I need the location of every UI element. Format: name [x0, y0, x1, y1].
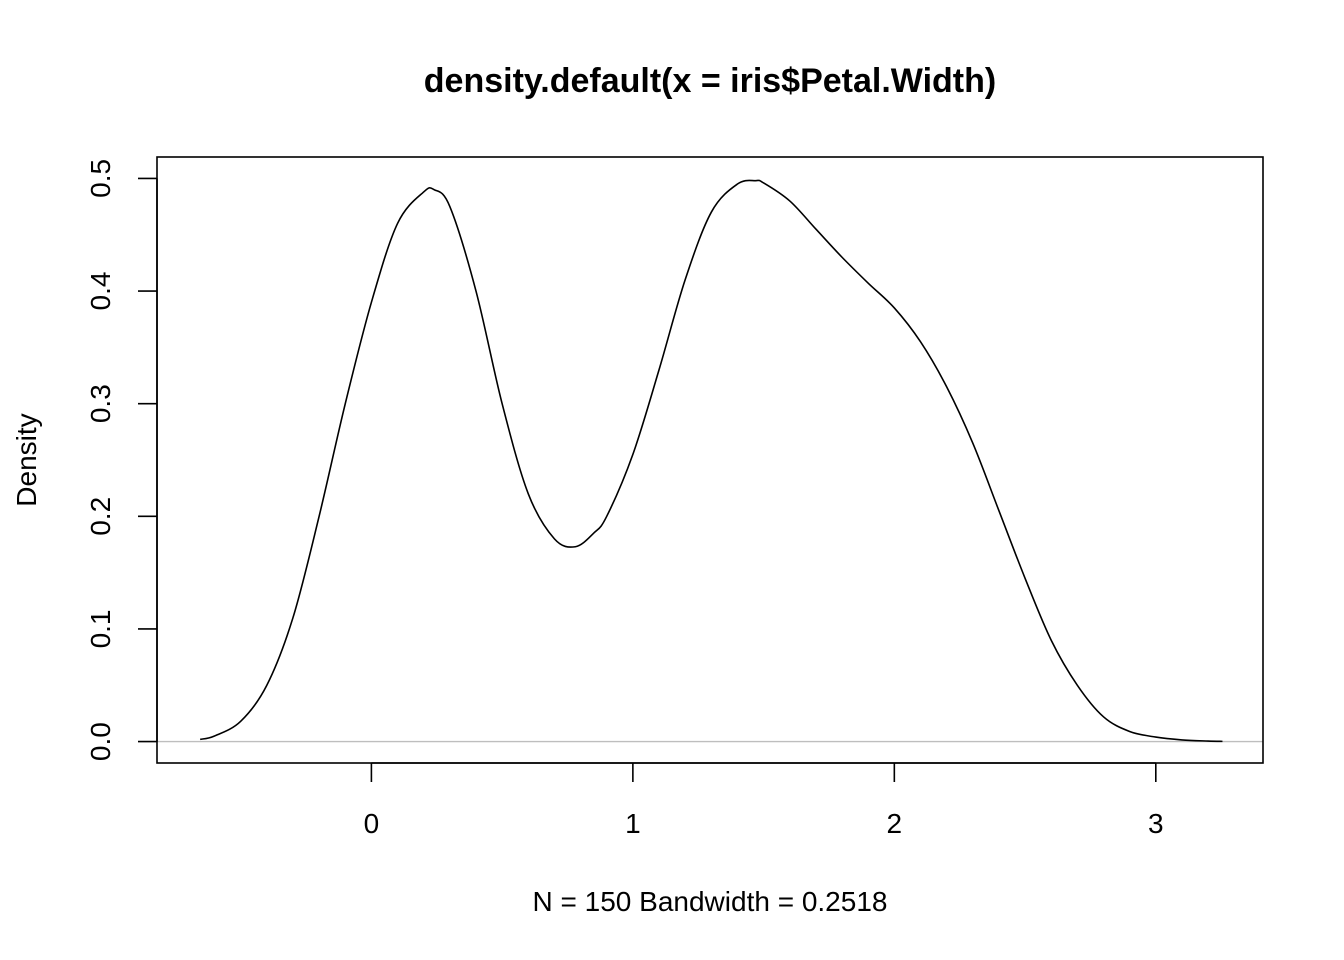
- y-axis-label: Density: [11, 413, 42, 506]
- y-tick-label: 0.0: [85, 722, 116, 761]
- plot-frame: [156, 156, 1264, 764]
- x-tick-label: 0: [364, 808, 380, 839]
- x-tick-label: 3: [1148, 808, 1164, 839]
- x-axis: 0 1 2 3: [364, 762, 1164, 839]
- x-axis-label: N = 150 Bandwidth = 0.2518: [533, 886, 888, 917]
- chart-title: density.default(x = iris$Petal.Width): [424, 62, 996, 100]
- y-tick-label: 0.4: [85, 272, 116, 311]
- y-tick-label: 0.5: [85, 159, 116, 198]
- y-tick-label: 0.1: [85, 609, 116, 648]
- y-tick-label: 0.2: [85, 497, 116, 536]
- y-axis: 0.0 0.1 0.2 0.3 0.4 0.5: [85, 159, 158, 761]
- density-curve: [199, 179, 1223, 743]
- x-tick-label: 1: [625, 808, 641, 839]
- y-tick-label: 0.3: [85, 384, 116, 423]
- x-tick-label: 2: [887, 808, 903, 839]
